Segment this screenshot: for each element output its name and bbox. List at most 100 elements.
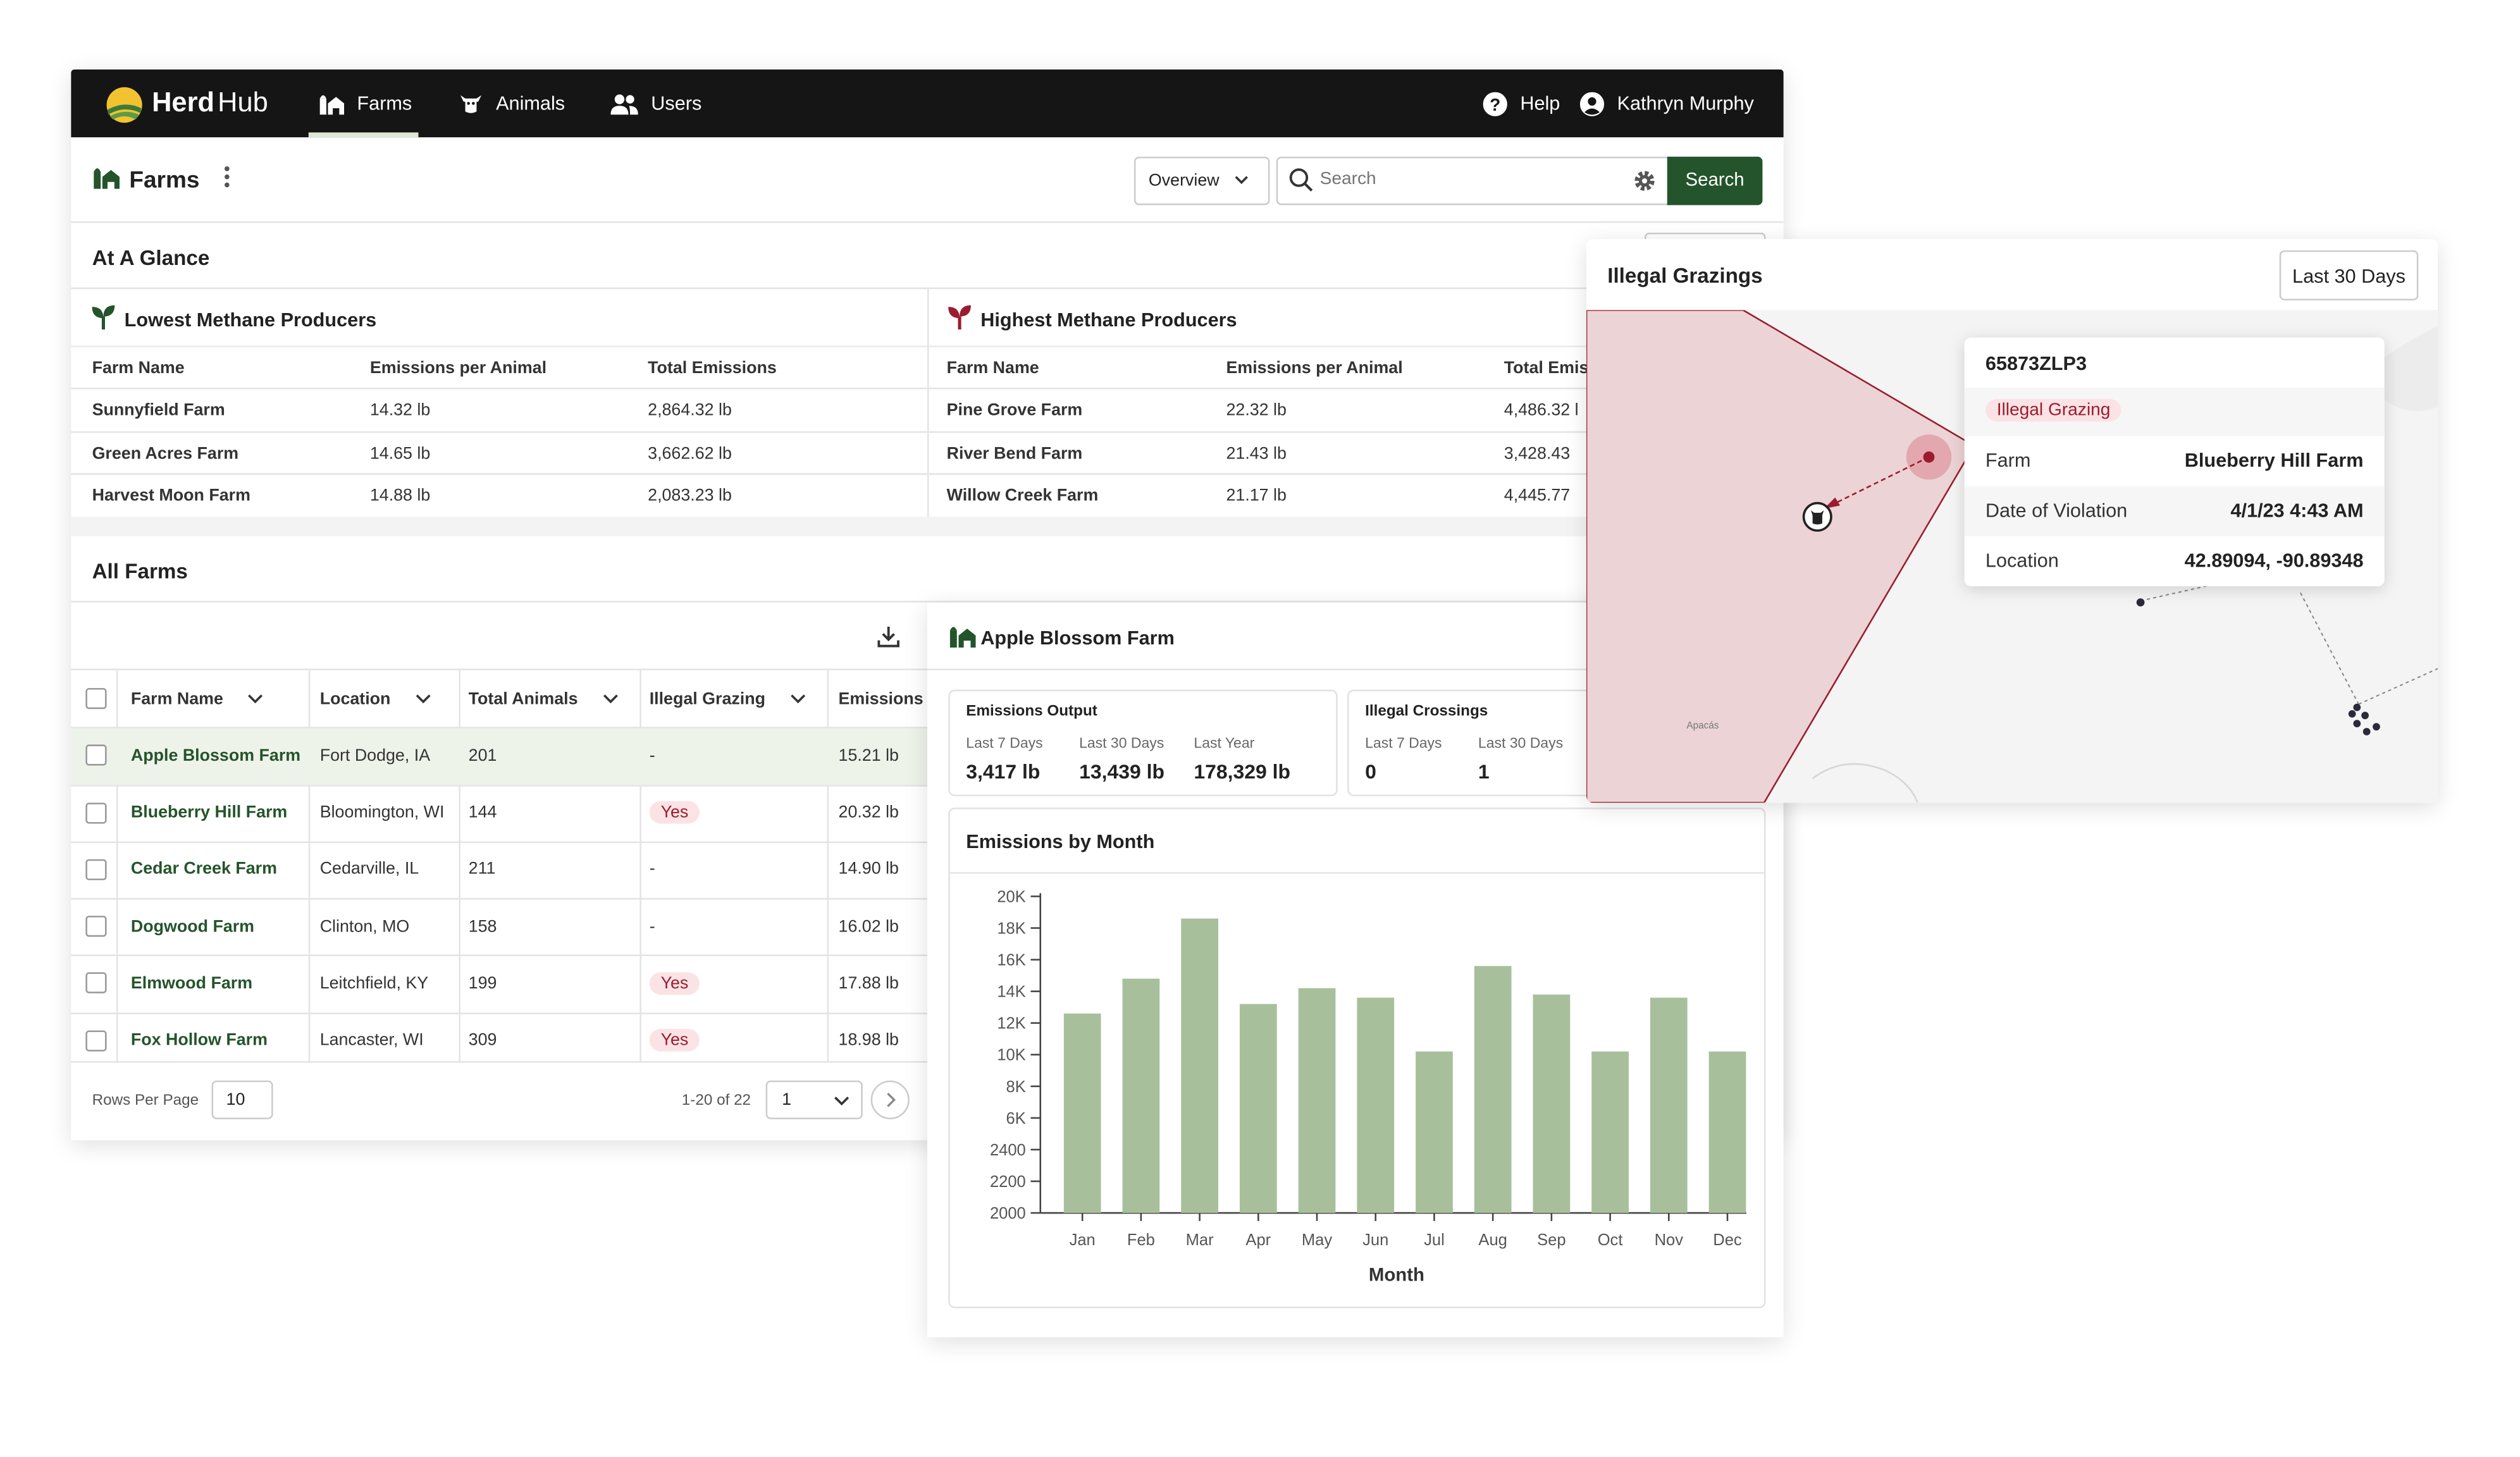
animal-cluster[interactable] — [2348, 703, 2380, 735]
farm-boundary-zone[interactable] — [1586, 310, 1975, 803]
farm-link[interactable]: Blueberry Hill Farm — [130, 802, 288, 822]
row-checkbox[interactable] — [85, 859, 107, 880]
page-select[interactable]: 1 — [765, 1080, 863, 1119]
tab-animals-label: Animals — [496, 92, 565, 115]
emissions-cell: 14.90 lb — [838, 859, 899, 879]
movement-path — [2358, 668, 2438, 705]
illegal-grazing-badge: Yes — [649, 801, 700, 824]
animal-point[interactable] — [2136, 598, 2145, 607]
bar — [1357, 997, 1395, 1214]
x-tick-label: Jul — [1424, 1231, 1445, 1249]
x-tick-label: Sep — [1537, 1231, 1566, 1249]
table-row-selected-bg — [71, 728, 927, 785]
path-arrow — [1824, 497, 1841, 509]
farm-icon — [319, 95, 345, 115]
chevron-down-icon — [1235, 176, 1248, 185]
date-range-button[interactable]: Last 30 Days — [2279, 250, 2419, 301]
tooltip-value: 4/1/23 4:43 AM — [2230, 499, 2364, 522]
animal-point — [2353, 720, 2361, 728]
sort-chevron-icon[interactable] — [247, 693, 264, 704]
bar — [1063, 1013, 1101, 1214]
lowest-producers-title: Lowest Methane Producers — [124, 308, 377, 331]
card-title: Emissions Output — [966, 702, 1097, 721]
more-options-icon[interactable] — [218, 166, 230, 190]
total-cell: 2,083.23 lb — [648, 486, 732, 506]
user-avatar-icon — [1579, 91, 1605, 116]
rows-per-page-input[interactable]: 10 — [211, 1080, 273, 1119]
search-box — [1276, 156, 1671, 206]
glance-range-button[interactable] — [1644, 232, 1766, 244]
tooltip-key: Date of Violation — [1985, 499, 2128, 522]
farm-link[interactable]: Dogwood Farm — [130, 917, 255, 937]
row-checkbox[interactable] — [85, 744, 107, 766]
user-menu[interactable]: Kathryn Murphy — [1579, 70, 1754, 137]
divider — [71, 431, 927, 433]
y-tick-label: 16K — [997, 952, 1025, 969]
animals-cell: 144 — [468, 802, 497, 822]
cow-icon — [1811, 510, 1824, 525]
tab-users-label: Users — [651, 92, 702, 115]
help-icon: ? — [1483, 91, 1507, 116]
stat-label: Last Year — [1194, 735, 1255, 751]
total-cell: 2,864.32 lb — [648, 400, 732, 421]
animals-cell: 158 — [468, 917, 497, 937]
search-input[interactable] — [1319, 166, 1611, 192]
select-all-checkbox[interactable] — [85, 688, 107, 710]
illegal-grazing-badge: Yes — [649, 1028, 700, 1052]
tab-farms[interactable]: Farms — [318, 70, 412, 137]
map-title: Illegal Grazings — [1607, 263, 1763, 288]
column-header-location[interactable]: Location — [319, 689, 391, 710]
row-checkbox[interactable] — [85, 1030, 107, 1052]
gear-icon[interactable] — [1633, 169, 1656, 192]
farm-link[interactable]: Cedar Creek Farm — [130, 859, 277, 879]
column-header: Farm Name — [946, 358, 1039, 378]
search-button[interactable]: Search — [1667, 156, 1763, 206]
herdhub-logo[interactable] — [105, 85, 144, 132]
sort-chevron-icon[interactable] — [790, 693, 806, 704]
divider — [71, 785, 927, 787]
violation-point[interactable] — [1923, 451, 1935, 463]
rows-per-page-value: 10 — [226, 1090, 245, 1110]
animal-point — [2361, 711, 2369, 720]
next-page-button[interactable] — [870, 1080, 910, 1119]
y-tick-label: 12K — [997, 1015, 1025, 1033]
sort-chevron-icon[interactable] — [603, 693, 619, 704]
sort-chevron-icon[interactable] — [415, 693, 431, 704]
users-icon — [610, 94, 638, 114]
row-checkbox[interactable] — [85, 916, 107, 937]
chevron-down-icon — [834, 1097, 849, 1106]
stat-value: 13,439 lb — [1079, 760, 1164, 784]
column-header-total-animals[interactable]: Total Animals — [468, 689, 578, 710]
farm-link[interactable]: Elmwood Farm — [130, 974, 253, 993]
column-header-illegal-grazing[interactable]: Illegal Grazing — [649, 689, 766, 710]
farm-name-cell: Green Acres Farm — [92, 444, 239, 464]
column-header-emissions[interactable]: Emissions p — [838, 689, 927, 710]
view-select[interactable]: Overview — [1133, 156, 1270, 206]
divider — [71, 898, 927, 900]
total-cell: 3,428.43 — [1504, 444, 1571, 464]
divider — [927, 287, 929, 517]
x-tick-label: Oct — [1598, 1231, 1623, 1249]
column-header-farm-name[interactable]: Farm Name — [130, 689, 223, 710]
farm-link[interactable]: Fox Hollow Farm — [130, 1030, 268, 1050]
location-cell: Fort Dodge, IA — [319, 746, 431, 766]
row-checkbox[interactable] — [85, 972, 107, 993]
view-select-value: Overview — [1148, 171, 1220, 191]
column-header: Emissions per Animal — [369, 358, 547, 378]
sun-field-icon — [106, 87, 142, 123]
help-label: Help — [1520, 92, 1560, 115]
stat-label: Last 30 Days — [1079, 735, 1164, 751]
tab-users[interactable]: Users — [610, 70, 701, 137]
emissions-cell: 18.98 lb — [838, 1030, 899, 1050]
farm-link[interactable]: Apple Blossom Farm — [130, 746, 301, 766]
animals-cell: 201 — [468, 746, 497, 766]
highest-producers-title: Highest Methane Producers — [980, 308, 1237, 331]
divider — [459, 668, 460, 1061]
farm-name-cell: Sunnyfield Farm — [92, 400, 225, 421]
download-icon[interactable] — [877, 625, 900, 648]
help-link[interactable]: ? Help — [1483, 70, 1560, 137]
tab-animals[interactable]: Animals — [459, 70, 565, 137]
row-checkbox[interactable] — [85, 802, 107, 824]
divider — [71, 345, 927, 348]
divider — [308, 668, 311, 1061]
